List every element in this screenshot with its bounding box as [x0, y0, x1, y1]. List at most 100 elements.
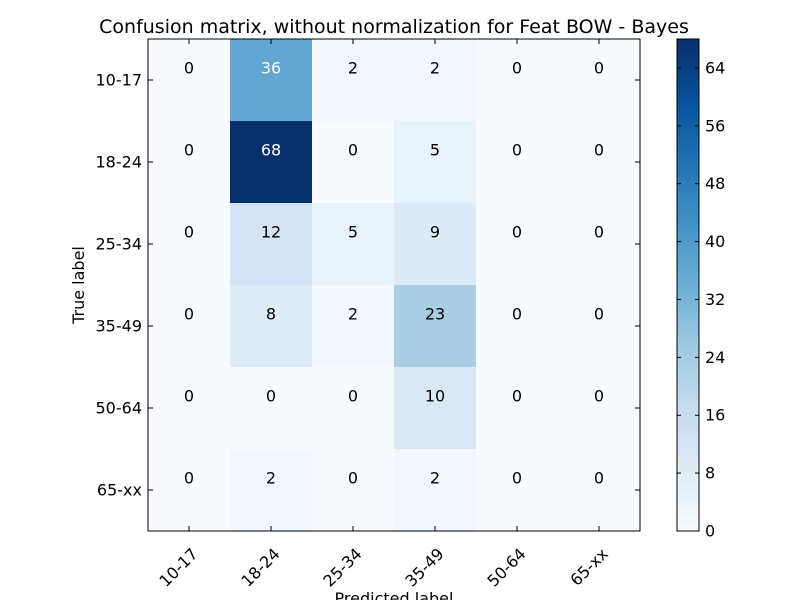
x-axis-tick-labels: 10-17 18-24 25-34 35-49 50-64 65-xx [155, 544, 611, 590]
cell-value-label: 0 [594, 59, 604, 78]
x-tick-label: 25-34 [319, 544, 365, 590]
cell-value-label: 8 [266, 305, 276, 324]
cell-value-label: 68 [261, 141, 281, 160]
cell-value-label: 0 [594, 223, 604, 242]
cell-value-label: 0 [184, 469, 194, 488]
cell-value-label: 0 [512, 469, 522, 488]
cell-value-label: 0 [512, 305, 522, 324]
matrix-cell [312, 367, 395, 450]
cell-value-label: 2 [430, 59, 440, 78]
matrix-cell [312, 285, 395, 368]
matrix-cell [230, 285, 313, 368]
matrix-cell [476, 203, 559, 286]
colorbar-tick-label: 0 [705, 522, 715, 541]
matrix-cell [476, 367, 559, 450]
cell-value-label: 0 [348, 387, 358, 406]
matrix-cell [148, 39, 231, 122]
colorbar-tick-label: 56 [705, 116, 725, 135]
cell-value-label: 36 [261, 59, 281, 78]
matrix-cell [558, 285, 641, 368]
matrix-cell [312, 121, 395, 204]
y-axis-label: True label [69, 246, 88, 325]
y-tick-label: 50-64 [96, 399, 143, 418]
x-tick-label: 50-64 [483, 544, 529, 590]
x-tick-label: 65-xx [566, 544, 611, 589]
matrix-cell [148, 367, 231, 450]
matrix-cell [558, 449, 641, 532]
colorbar-ticks: 0 8 16 24 32 40 48 56 64 [677, 58, 725, 541]
cell-value-label: 0 [184, 387, 194, 406]
matrix-cell [476, 285, 559, 368]
matrix-cell [312, 39, 395, 122]
matrix-cell [558, 121, 641, 204]
y-tick-label: 10-17 [96, 71, 143, 90]
cell-value-label: 0 [594, 141, 604, 160]
cell-value-label: 0 [512, 141, 522, 160]
y-tick-label: 65-xx [97, 481, 142, 500]
cell-value-label: 0 [184, 141, 194, 160]
matrix-cell [230, 39, 313, 122]
cell-value-label: 23 [425, 305, 445, 324]
matrix-cell [312, 203, 395, 286]
matrix-cells [148, 39, 641, 532]
colorbar-tick-label: 16 [705, 406, 725, 425]
colorbar [676, 38, 700, 532]
chart-title: Confusion matrix, without normalization … [99, 16, 689, 38]
cell-value-label: 0 [184, 223, 194, 242]
cell-value-label: 0 [266, 387, 276, 406]
matrix-cell [312, 449, 395, 532]
matrix-cell [476, 39, 559, 122]
cell-value-label: 0 [512, 223, 522, 242]
colorbar-tick-label: 48 [705, 174, 725, 193]
matrix-cell [148, 203, 231, 286]
x-tick-label: 18-24 [237, 544, 283, 590]
matrix-cell [476, 449, 559, 532]
y-tick-label: 25-34 [96, 235, 143, 254]
matrix-cell [148, 285, 231, 368]
cell-value-label: 0 [594, 387, 604, 406]
colorbar-tick-label: 8 [705, 464, 715, 483]
matrix-cell [476, 121, 559, 204]
cell-value-label: 2 [266, 469, 276, 488]
cell-value-label: 9 [430, 223, 440, 242]
colorbar-tick-label: 24 [705, 348, 725, 367]
matrix-cell [558, 367, 641, 450]
matrix-cell-labels: 0 36 2 2 0 0 0 68 0 5 0 0 0 12 5 9 0 0 0 8 2 23 0 0 0 0 0 10 0 0 0 2 0 2 0… [184, 59, 604, 488]
cell-value-label: 0 [348, 469, 358, 488]
y-tick-label: 35-49 [96, 317, 143, 336]
cell-value-label: 0 [184, 305, 194, 324]
cell-value-label: 0 [184, 59, 194, 78]
matrix-cell [230, 449, 313, 532]
matrix-cell [558, 203, 641, 286]
matrix-cell [230, 121, 313, 204]
matrix-cell [394, 203, 477, 286]
x-axis-label: Predicted label [335, 589, 454, 600]
cell-value-label: 0 [512, 387, 522, 406]
y-axis-tick-labels: 10-17 18-24 25-34 35-49 50-64 65-xx [96, 71, 143, 500]
matrix-cell [394, 121, 477, 204]
cell-value-label: 2 [348, 59, 358, 78]
cell-value-label: 12 [261, 223, 281, 242]
axis-ticks [148, 39, 640, 531]
colorbar-tick-label: 64 [705, 58, 725, 77]
cell-value-label: 5 [430, 141, 440, 160]
matrix-cell [394, 39, 477, 122]
colorbar-tick-label: 32 [705, 290, 725, 309]
cell-value-label: 0 [594, 469, 604, 488]
cell-value-label: 2 [430, 469, 440, 488]
cell-value-label: 10 [425, 387, 445, 406]
matrix-cell [394, 449, 477, 532]
cell-value-label: 2 [348, 305, 358, 324]
colorbar-tick-label: 40 [705, 232, 725, 251]
cell-value-label: 0 [348, 141, 358, 160]
matrix-cell [148, 121, 231, 204]
y-tick-label: 18-24 [96, 153, 143, 172]
matrix-cell [148, 449, 231, 532]
cell-value-label: 5 [348, 223, 358, 242]
cell-value-label: 0 [512, 59, 522, 78]
matrix-cell [230, 203, 313, 286]
matrix-cell [558, 39, 641, 122]
x-tick-label: 10-17 [155, 544, 201, 590]
matrix-cell [230, 367, 313, 450]
